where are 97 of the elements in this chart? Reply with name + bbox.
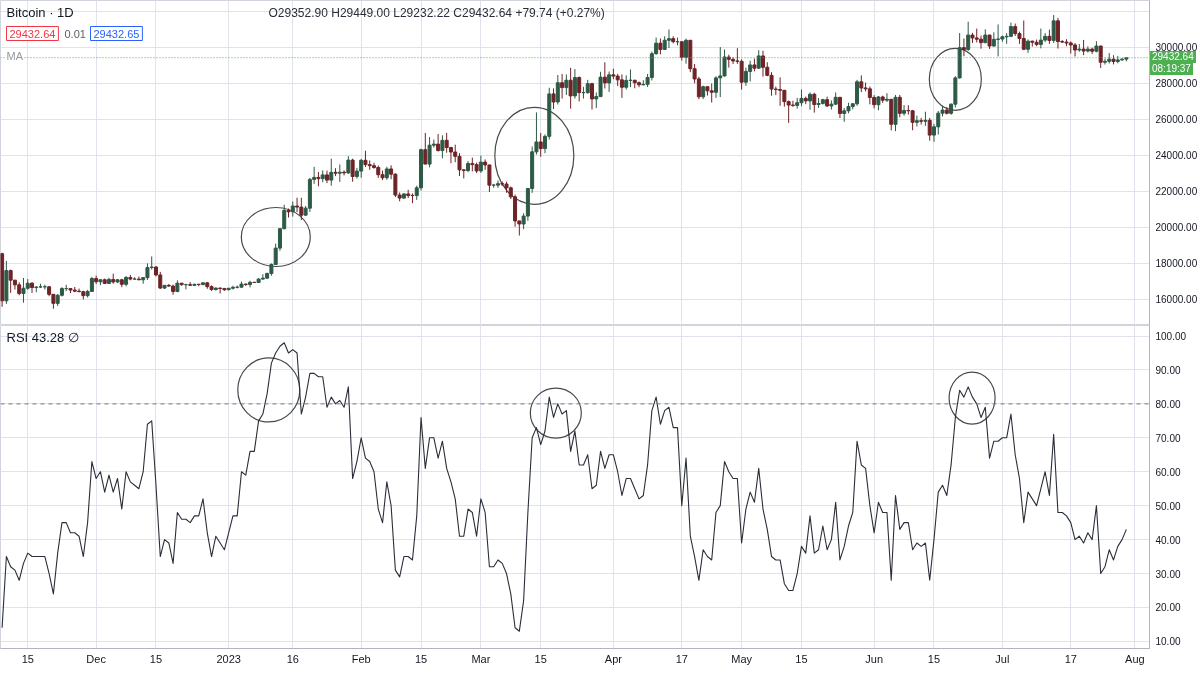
x-tick-label: Dec [86,652,107,665]
candlestick [756,49,761,70]
candlestick [538,132,543,158]
y-tick-label: 30000.00 [1155,42,1198,54]
x-tick-label: 17 [1064,652,1077,665]
candlestick [1051,14,1056,44]
x-tick-label: 15 [927,652,941,665]
y-tick-label: 30.00 [1155,568,1181,580]
candlestick [761,50,765,78]
candlestick [560,73,565,100]
y-tick-label: 28000.00 [1155,78,1198,90]
x-tick-label: 15 [149,652,163,665]
candlestick [713,75,718,99]
candlestick [572,68,577,100]
x-tick-label: Jun [865,652,884,665]
x-tick-label: 15 [414,652,428,665]
x-tick-label: Mar [471,652,491,665]
candlestick [731,56,736,65]
x-tick-label: Feb [351,652,371,665]
x-tick-label: 2023 [216,652,241,665]
annotation: 29432.64 [9,27,56,40]
candlestick [564,73,569,96]
candlestick [1102,58,1107,66]
y-tick-label: 100.00 [1155,331,1187,343]
y-tick-label: 26000.00 [1155,114,1198,126]
text: 08:19:37 [1152,63,1191,75]
candlestick [299,197,304,221]
chart-title: RSI 43.28 ∅ [6,330,79,345]
y-tick-label: 20000.00 [1155,222,1198,234]
annotation: 29432.65 [93,27,140,40]
candlestick [1055,17,1060,50]
candlestick [260,273,265,281]
candlestick [551,87,556,110]
candlestick [410,192,415,204]
y-tick-label: 90.00 [1155,364,1181,376]
y-tick-label: 20.00 [1155,602,1181,614]
candlestick [568,67,573,110]
candlestick [855,79,860,107]
candlestick [577,75,582,102]
y-tick-label: 22000.00 [1155,186,1198,198]
candlestick [440,134,445,159]
x-tick-label: 15 [21,652,34,665]
x-tick-label: 16 [286,652,299,665]
candlestick [790,100,795,108]
candlestick [436,133,441,152]
candlestick [961,37,966,57]
candlestick [342,169,347,176]
ref-line-label: 29432.64 [1152,51,1194,63]
candlestick [808,91,813,111]
candlestick [979,35,983,50]
x-tick-label: 17 [675,652,688,665]
x-tick-label: Jul [995,652,1010,665]
x-tick-label: 15 [795,652,808,665]
candlestick [329,158,334,187]
y-tick-label: 70.00 [1155,432,1181,444]
candlestick [21,277,26,304]
candlestick [837,96,842,119]
line-series [1,342,1127,632]
chart-title: Bitcoin · 1D [6,5,74,20]
candlestick [423,132,428,165]
candlestick [684,38,689,65]
y-tick-label: 40.00 [1155,534,1181,546]
candlestick [359,158,364,179]
candlestick [743,67,748,87]
candlestick [555,74,560,106]
candlestick [1085,45,1090,54]
annotation: MA [6,49,24,62]
y-tick-label: 24000.00 [1155,150,1198,162]
y-tick-label: 10.00 [1155,636,1181,648]
candlestick [1098,45,1103,69]
annotation: 0.01 [64,27,86,40]
candlestick [812,92,817,114]
candlestick [602,61,607,89]
candlestick [628,68,633,88]
candlestick [679,41,684,62]
y-tick-label: 16000.00 [1155,294,1198,306]
chart-subtitle: O29352.90 H29449.00 L29232.22 C29432.64 +79.74 (+0.27%) [268,5,605,20]
candlestick [914,115,919,127]
x-tick-label: 15 [534,652,547,665]
candlestick [444,132,449,154]
x-tick-label: May [731,652,753,665]
y-tick-label: 80.00 [1155,398,1181,410]
candlestick [607,71,612,93]
candlestick [641,79,646,87]
y-tick-label: 60.00 [1155,466,1181,478]
y-tick-label: 50.00 [1155,500,1181,512]
x-tick-label: Apr [604,652,623,665]
y-tick-label: 18000.00 [1155,258,1198,270]
candlestick [709,82,714,104]
candlestick [295,197,300,213]
candlestick [427,136,432,168]
candlestick [769,71,774,97]
candlestick [897,94,902,118]
candlestick [718,46,723,98]
candlestick [927,117,932,142]
x-tick-label: Aug [1125,652,1145,665]
candlestick [637,80,642,88]
